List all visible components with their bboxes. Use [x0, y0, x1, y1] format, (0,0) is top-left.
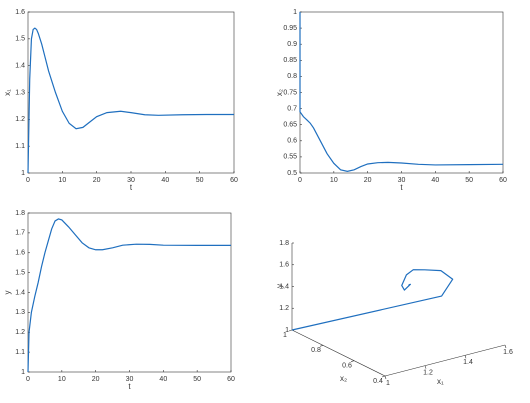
y-tick-label: 0.7	[287, 105, 297, 112]
y-tick-label: 0.9	[287, 41, 297, 48]
axes-frame	[299, 11, 504, 174]
x-tick-label: 20	[92, 376, 100, 383]
x-tick-label: 40	[431, 177, 439, 184]
data-line	[299, 12, 504, 173]
x-tick-label: 50	[465, 177, 473, 184]
x-tick-label: 30	[127, 177, 135, 184]
x2-tick	[319, 345, 324, 347]
x1-tick	[424, 365, 427, 369]
x1-tick	[384, 375, 387, 380]
y-tick-label: 0.95	[283, 25, 297, 32]
x1-axis	[384, 344, 506, 377]
x-tick-label: 50	[193, 376, 201, 383]
x-tick-label: 0	[26, 177, 30, 184]
x-tick-label: 60	[230, 177, 238, 184]
y-tick-label: 0.8	[287, 73, 297, 80]
x-tick-label: 30	[398, 177, 406, 184]
x-tick-label: 40	[161, 177, 169, 184]
x-tick-label: 10	[58, 376, 66, 383]
x-tick-label: 60	[227, 376, 235, 383]
y-tick-label: 1.6	[15, 250, 25, 257]
y-tick-label: 0.65	[283, 122, 297, 129]
x1-tick	[504, 344, 507, 349]
x1-tick-label: 1	[386, 380, 390, 387]
x-tick-label: 10	[330, 177, 338, 184]
x1-tick-label: 1.6	[503, 349, 513, 356]
y-tick-label: 1.2	[15, 116, 25, 123]
x1-tick-label: 1.2	[423, 370, 433, 377]
y-tick-label: 1.4	[15, 63, 25, 70]
x-tick-label: 0	[26, 376, 30, 383]
y-tick-label: 0.5	[287, 170, 297, 177]
x-tick-label: 40	[159, 376, 167, 383]
x-tick-label: 20	[93, 177, 101, 184]
y-axis-label: y	[3, 291, 12, 295]
data-line	[27, 27, 234, 174]
x2-tick	[350, 360, 355, 362]
y-tick-label: 1.1	[15, 349, 25, 356]
y-tick-label: 1	[293, 9, 297, 16]
y-tick-label: 1.8	[279, 240, 289, 247]
y-tick-label: 0.85	[283, 57, 297, 64]
x2-tick-label: 0.6	[342, 363, 352, 370]
data-line-3d	[291, 269, 454, 331]
y-tick-label: 1.8	[15, 210, 25, 217]
x2-axis-label: x₂	[340, 374, 347, 383]
x2-tick-label: 0.4	[373, 378, 383, 385]
x2-tick-label: 0.8	[311, 347, 321, 354]
x-axis-label: t	[130, 183, 133, 192]
x-tick-label: 20	[364, 177, 372, 184]
x-tick-label: 10	[58, 177, 66, 184]
y-tick-label: 1.6	[15, 9, 25, 16]
x2-tick-label: 1	[283, 332, 287, 339]
x2-tick	[381, 375, 386, 378]
y-tick-label: 1.4	[279, 283, 289, 290]
y-axis-label: y	[275, 284, 284, 288]
x1-tick	[464, 355, 467, 359]
y-tick-label: 1.5	[15, 269, 25, 276]
y-axis-label: x₁	[3, 89, 12, 96]
y-tick-label: 1.7	[15, 230, 25, 237]
y-tick-label: 0.6	[287, 138, 297, 145]
axes-frame	[27, 212, 232, 373]
y-axis-label: x₂	[275, 89, 284, 96]
axes-frame	[27, 11, 235, 174]
x-tick-label: 50	[196, 177, 204, 184]
x1-tick-label: 1.4	[463, 359, 473, 366]
y-tick-label: 1.4	[15, 289, 25, 296]
y-tick-label: 1	[285, 327, 289, 334]
x-tick-label: 30	[126, 376, 134, 383]
data-line	[27, 218, 231, 373]
y-tick-label: 1.5	[15, 36, 25, 43]
y-tick-label: 1.2	[15, 329, 25, 336]
x2-tick	[288, 329, 293, 332]
x2-axis	[291, 329, 386, 377]
y-tick-label: 0.55	[283, 154, 297, 161]
x-tick-label: 60	[499, 177, 507, 184]
x-axis-label: t	[128, 382, 131, 391]
y-tick-label: 0.75	[283, 89, 297, 96]
x-axis-label: t	[400, 183, 403, 192]
x-tick-label: 0	[298, 177, 302, 184]
y-tick-label: 1.3	[15, 89, 25, 96]
y-tick-label: 1.2	[279, 305, 289, 312]
y-tick-label: 1.3	[15, 309, 25, 316]
y-tick-label: 1	[21, 170, 25, 177]
x1-axis-label: x₁	[437, 377, 444, 386]
y-tick-label: 1.6	[279, 262, 289, 269]
y-tick-label: 1	[21, 369, 25, 376]
y-tick-label: 1.1	[15, 143, 25, 150]
